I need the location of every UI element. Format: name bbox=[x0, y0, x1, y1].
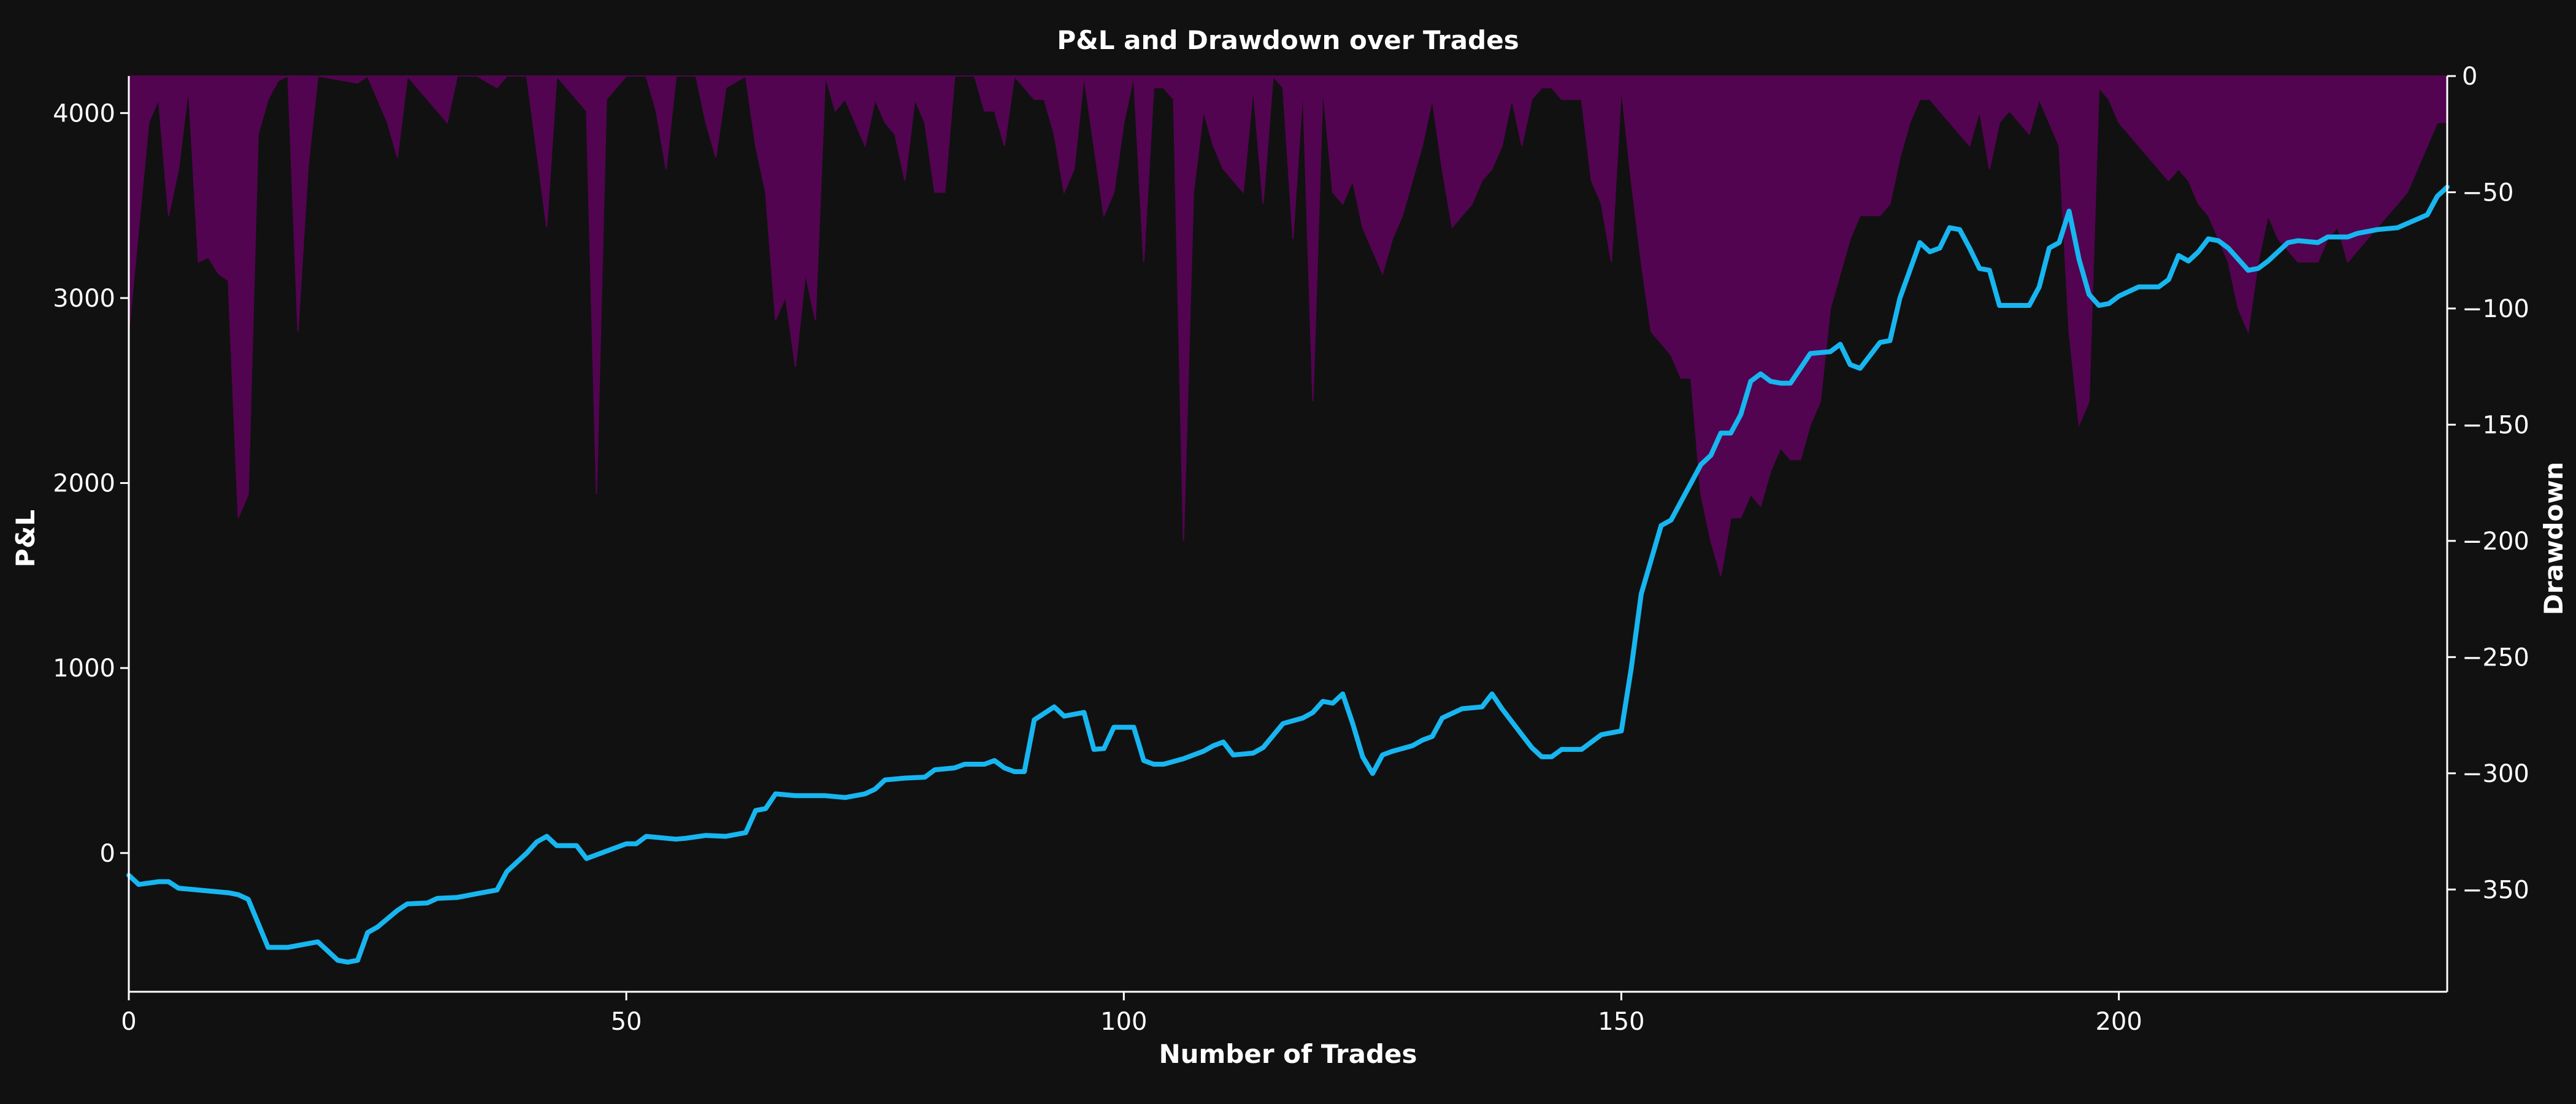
drawdown-area bbox=[128, 74, 2448, 576]
left-y-tick-label: 0 bbox=[100, 840, 115, 868]
chart-title: P&L and Drawdown over Trades bbox=[1057, 25, 1519, 55]
right-y-tick-label: −50 bbox=[2462, 178, 2513, 207]
x-tick-label: 150 bbox=[1598, 1008, 1644, 1036]
drawdown-area-layer bbox=[128, 74, 2448, 576]
left-y-tick-label: 4000 bbox=[53, 99, 115, 128]
right-y-axis-title: Drawdown bbox=[2539, 462, 2569, 615]
pnl-line-layer bbox=[126, 185, 2450, 965]
x-tick-label: 100 bbox=[1100, 1008, 1147, 1036]
left-y-axis-title: P&L bbox=[10, 510, 40, 567]
right-y-tick-label: −250 bbox=[2462, 643, 2529, 672]
right-y-tick-label: −100 bbox=[2462, 295, 2529, 323]
axes bbox=[128, 76, 2448, 993]
left-y-tick-label: 3000 bbox=[53, 285, 115, 313]
right-y-tick-label: −200 bbox=[2462, 527, 2529, 556]
x-tick-label: 200 bbox=[2095, 1008, 2142, 1036]
x-axis-title: Number of Trades bbox=[1159, 1039, 1417, 1069]
left-y-axis-ticks: 0 1000 2000 3000 4000 bbox=[53, 99, 129, 868]
right-y-tick-label: −350 bbox=[2462, 876, 2529, 904]
left-y-tick-label: 1000 bbox=[53, 654, 115, 683]
x-axis-ticks: 0 50 100 150 200 bbox=[121, 992, 2142, 1036]
x-tick-label: 50 bbox=[611, 1008, 642, 1036]
left-y-tick-label: 2000 bbox=[53, 470, 115, 498]
right-y-tick-label: −150 bbox=[2462, 411, 2529, 439]
x-tick-label: 0 bbox=[121, 1008, 136, 1036]
right-y-axis-ticks: 0 −50 −100 −150 −200 −250 −300 −350 bbox=[2447, 63, 2529, 904]
right-y-tick-label: 0 bbox=[2462, 63, 2477, 91]
pnl-line bbox=[126, 185, 2450, 965]
right-y-tick-label: −300 bbox=[2462, 760, 2529, 788]
